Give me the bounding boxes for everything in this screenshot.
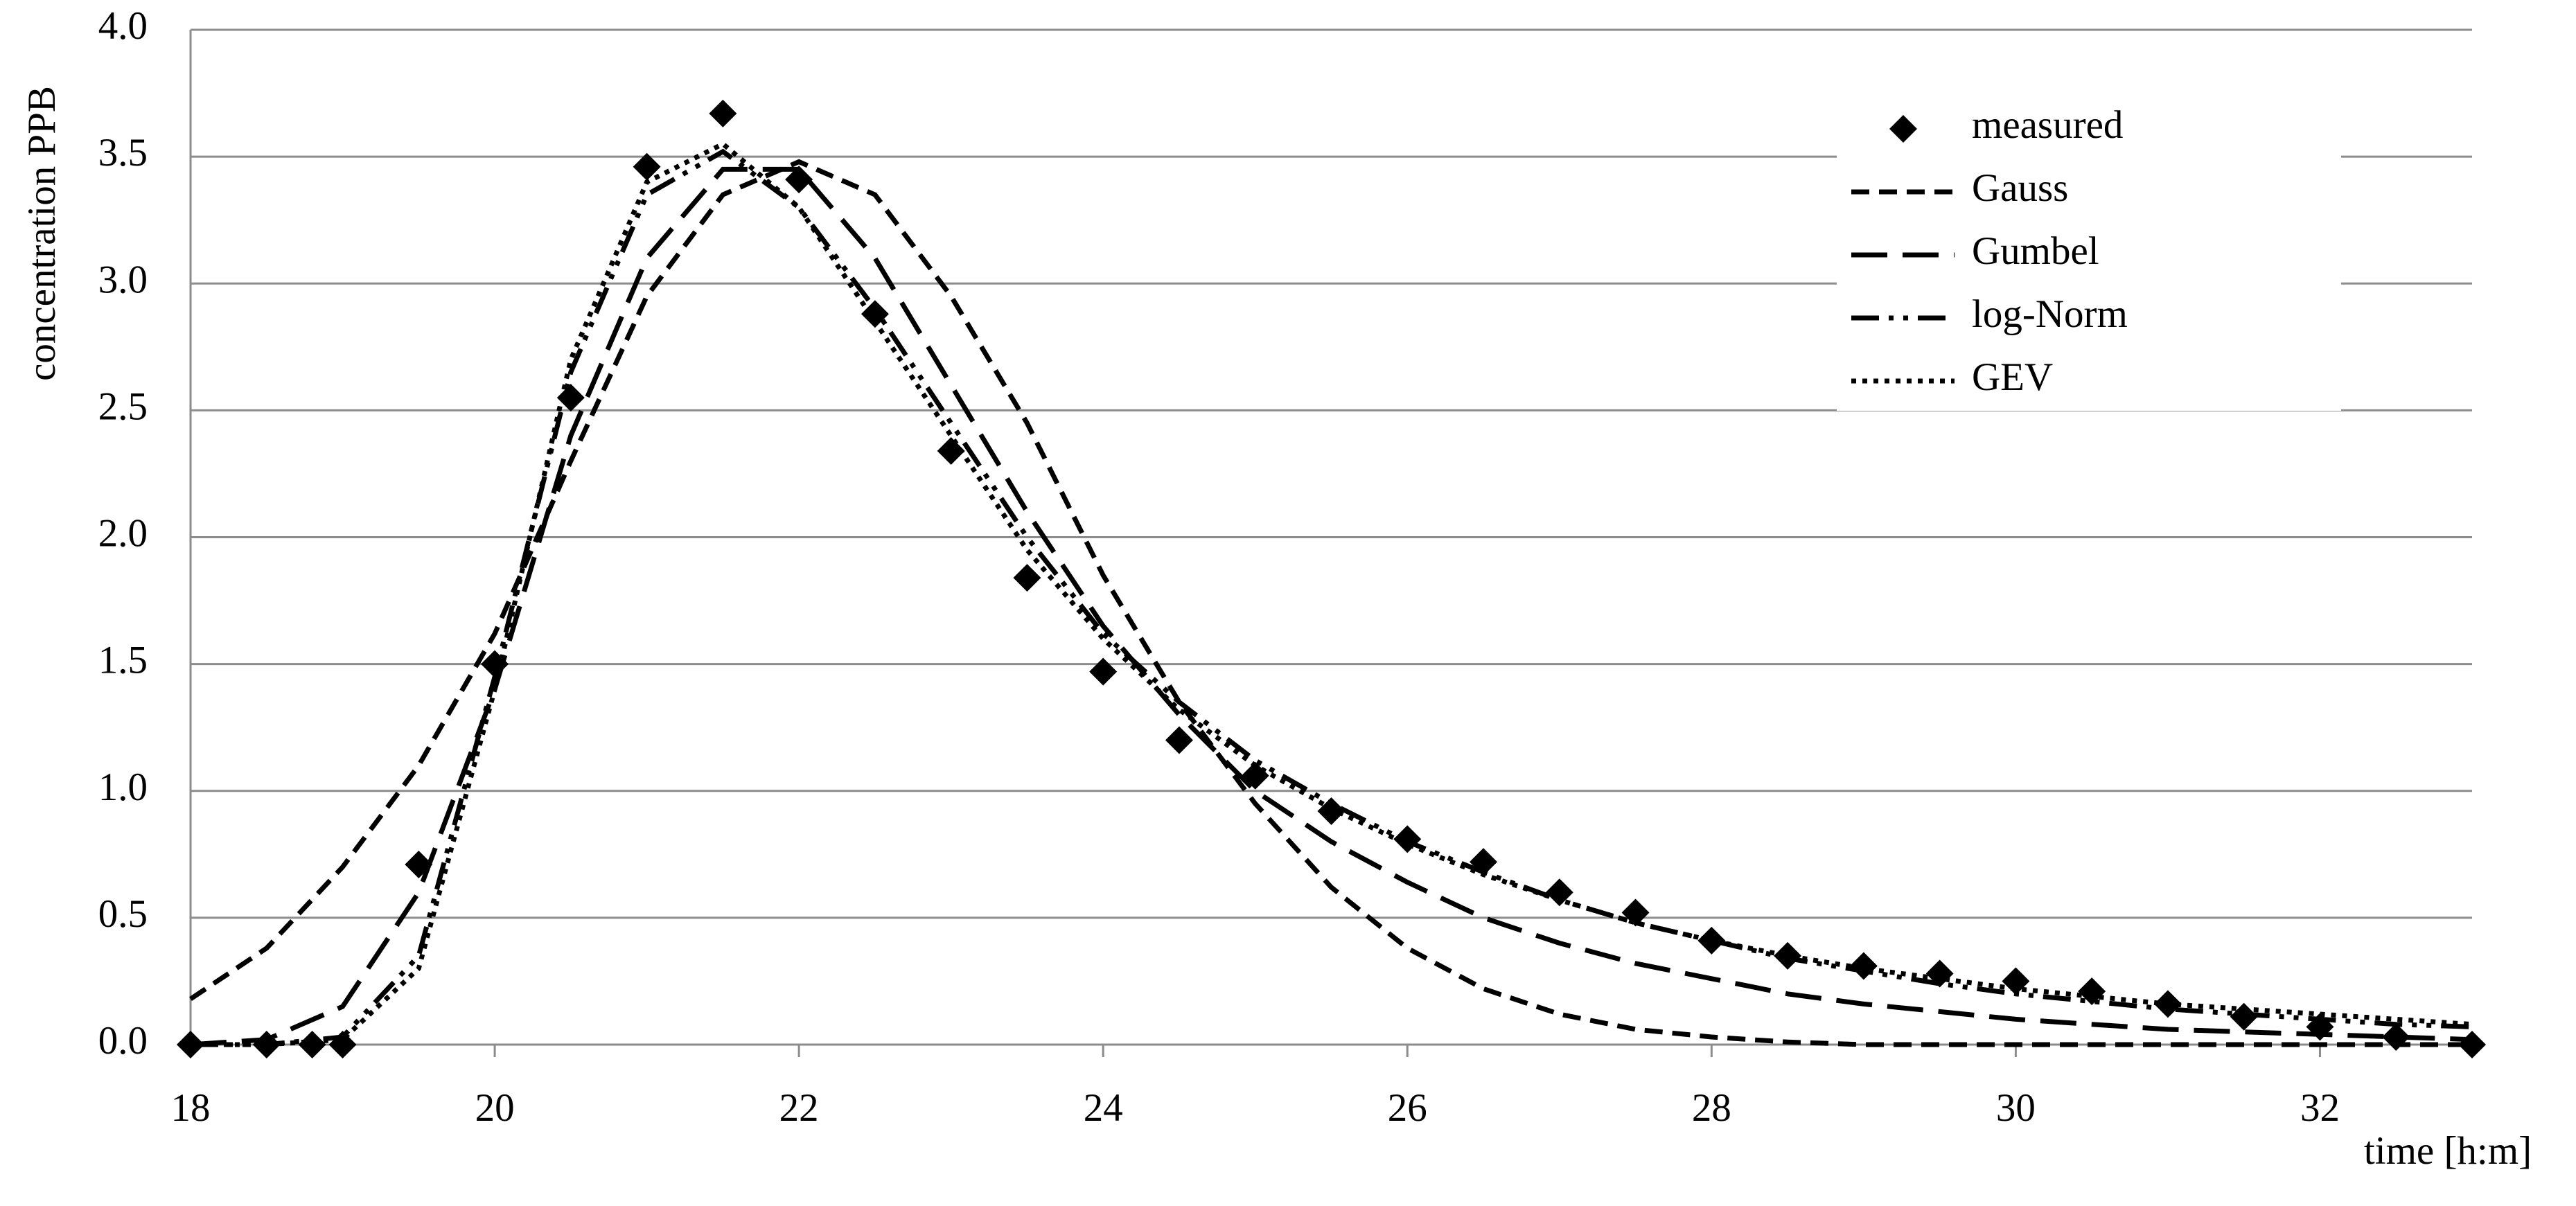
y-tick-label: 0.5 xyxy=(98,892,148,936)
y-tick-label: 2.0 xyxy=(98,512,148,556)
x-tick-label: 18 xyxy=(171,1086,211,1130)
y-tick-label: 4.0 xyxy=(98,4,148,48)
legend-label: Gauss xyxy=(1972,166,2068,210)
x-tick-label: 22 xyxy=(779,1086,819,1130)
y-tick-label: 2.5 xyxy=(98,384,148,428)
y-tick-label: 0.0 xyxy=(98,1019,148,1063)
x-tick-label: 32 xyxy=(2300,1086,2340,1130)
data-point xyxy=(1089,657,1118,686)
y-tick-label: 3.5 xyxy=(98,131,148,175)
data-point xyxy=(633,152,661,181)
data-point xyxy=(937,436,965,465)
series-line xyxy=(189,159,2472,1047)
data-point xyxy=(2078,977,2106,1006)
x-tick-label: 30 xyxy=(1996,1086,2036,1130)
x-axis-label: time [h:m] xyxy=(2364,1129,2532,1173)
legend-label: GEV xyxy=(1972,355,2053,399)
legend-label: log-Norm xyxy=(1972,292,2128,336)
data-point xyxy=(556,384,585,412)
x-tick-label: 28 xyxy=(1692,1086,1731,1130)
x-tick-label: 24 xyxy=(1084,1086,1123,1130)
data-point xyxy=(1621,898,1650,927)
series-line xyxy=(191,141,2473,1047)
legend: measured Gauss Gumbel log-Norm GEV xyxy=(1837,90,2341,411)
x-tick-label: 26 xyxy=(1388,1086,1427,1130)
data-point xyxy=(1165,726,1193,754)
data-point xyxy=(709,99,737,127)
series-line xyxy=(191,148,2473,1047)
y-tick-label: 1.0 xyxy=(98,765,148,809)
data-point xyxy=(1774,941,1802,970)
data-point xyxy=(298,1031,326,1058)
data-point xyxy=(1013,564,1041,592)
data-point xyxy=(1697,926,1726,955)
y-axis-label: concentration PPB xyxy=(20,86,64,381)
data-point xyxy=(785,166,813,194)
series-line xyxy=(190,166,2473,1047)
y-tick-label: 3.0 xyxy=(98,258,148,301)
legend-box xyxy=(1837,90,2341,411)
legend-marker xyxy=(1889,115,1917,143)
legend-label: measured xyxy=(1972,103,2123,147)
data-point xyxy=(2230,1002,2258,1031)
y-tick-label: 1.5 xyxy=(98,639,148,682)
data-point xyxy=(1545,878,1573,907)
data-point xyxy=(1849,952,1878,980)
x-tick-label: 20 xyxy=(475,1086,515,1130)
legend-label: Gumbel xyxy=(1972,229,2099,273)
